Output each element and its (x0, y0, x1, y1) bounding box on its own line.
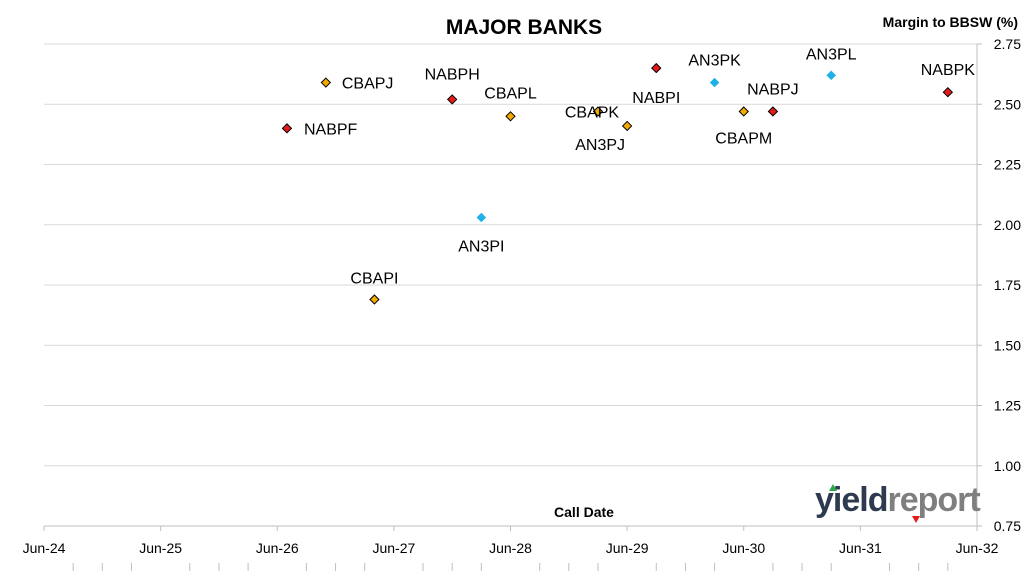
label-cbapk: CBAPK (565, 104, 620, 121)
point-an3pk (709, 77, 720, 88)
x-tick-label-4: Jun-28 (489, 540, 532, 556)
svg-text:yieldreport: yieldreport (815, 481, 980, 519)
label-nabpi: NABPI (632, 90, 680, 107)
point-nabpj (767, 106, 779, 117)
y-tick-label-5: 2.00 (994, 217, 1021, 233)
point-an3pi (476, 212, 487, 223)
x-tick-label-0: Jun-24 (23, 540, 66, 556)
data-points (281, 62, 954, 305)
x-tick-label-3: Jun-27 (372, 540, 415, 556)
label-an3pk: AN3PK (688, 53, 741, 70)
label-nabpk: NABPK (921, 62, 976, 79)
point-an3pl (826, 70, 837, 81)
logo-text-report: report (887, 481, 980, 519)
label-an3pl: AN3PL (806, 46, 857, 63)
logo-text-yield: yield (815, 481, 887, 519)
label-cbapl: CBAPL (484, 85, 537, 102)
x-tick-label-6: Jun-30 (722, 540, 765, 556)
y-tick-label-4: 1.75 (994, 277, 1021, 293)
y-tick-label-3: 1.50 (994, 337, 1021, 353)
logo-up-arrow-icon (829, 484, 837, 491)
point-an3pj (621, 120, 633, 132)
logo-down-arrow-icon (912, 516, 920, 523)
y-tick-label-2: 1.25 (994, 398, 1021, 414)
x-tick-label-5: Jun-29 (606, 540, 649, 556)
point-cbapk (592, 106, 604, 117)
label-cbapm: CBAPM (715, 130, 772, 147)
chart-title: MAJOR BANKS (446, 16, 602, 39)
x-axis-title: Call Date (554, 504, 614, 520)
x-tick-label-7: Jun-31 (839, 540, 882, 556)
label-nabpj: NABPJ (747, 81, 799, 98)
y-tick-label-1: 1.00 (994, 458, 1021, 474)
x-tick-label-2: Jun-26 (256, 540, 299, 556)
label-nabph: NABPH (425, 66, 480, 83)
point-cbapi (369, 294, 380, 305)
label-cbapi: CBAPI (350, 270, 398, 287)
label-an3pj: AN3PJ (575, 137, 625, 154)
point-nabpf (281, 123, 293, 134)
point-labels: NABPF CBAPJ CBAPI NABPH AN3PI CBAPL CBAPK AN3PJ… (304, 46, 975, 287)
point-nabpi (651, 62, 662, 74)
point-nabph (446, 94, 458, 105)
y-tick-label-7: 2.50 (994, 96, 1021, 112)
grid-layer (44, 43, 977, 527)
tick-labels: 0.75 1.00 1.25 1.50 1.75 2.00 2.25 2.50 2.75 Jun-… (23, 36, 1022, 556)
x-tick-label-1: Jun-25 (139, 540, 182, 556)
x-tick-label-8: Jun-32 (956, 540, 999, 556)
y-tick-label-0: 0.75 (994, 518, 1021, 534)
label-an3pi: AN3PI (458, 239, 504, 256)
point-cbapl (505, 111, 516, 122)
y-tick-label-8: 2.75 (994, 36, 1021, 52)
label-nabpf: NABPF (304, 121, 358, 138)
y-tick-label-6: 2.25 (994, 157, 1021, 173)
y-axis-title: Margin to BBSW (%) (883, 14, 1018, 30)
axes-layer (43, 43, 982, 571)
point-cbapm (738, 106, 749, 117)
yieldreport-logo: yieldreport (815, 481, 981, 523)
point-nabpk (942, 86, 954, 98)
point-cbapj (320, 77, 332, 88)
label-cbapj: CBAPJ (342, 76, 394, 93)
